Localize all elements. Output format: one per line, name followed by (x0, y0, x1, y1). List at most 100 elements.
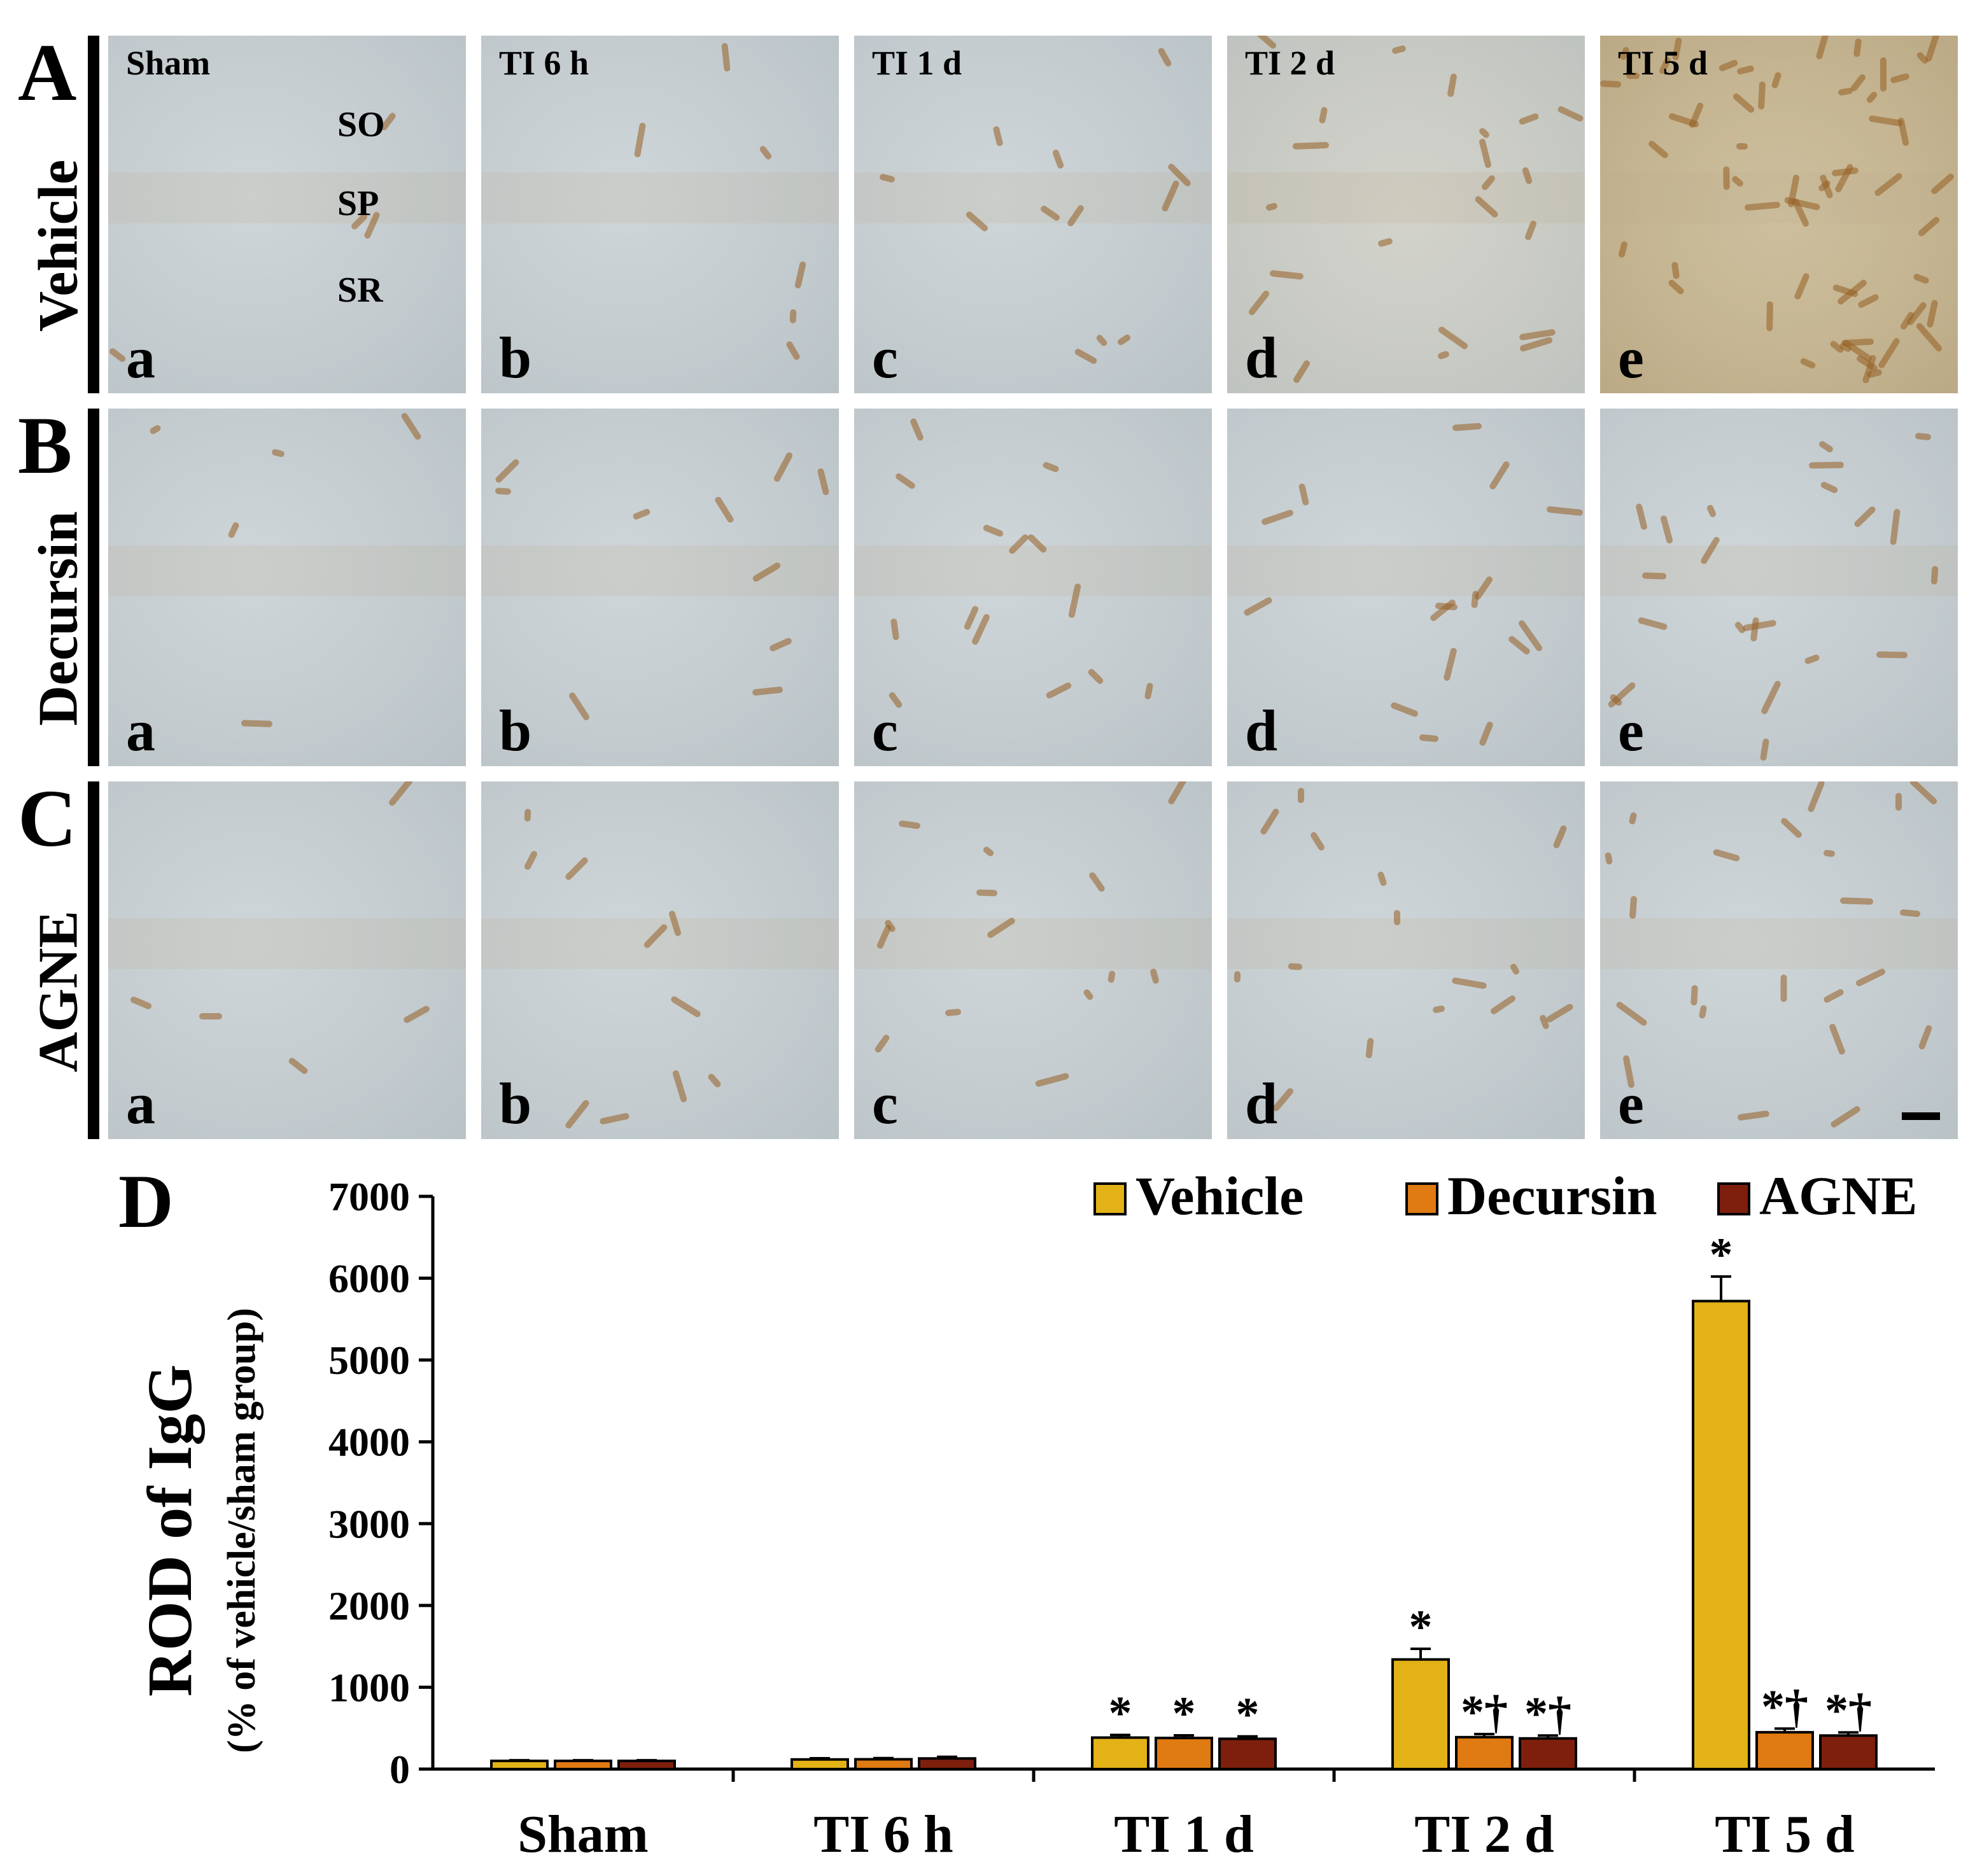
bar (854, 1758, 913, 1770)
stained-cell (524, 808, 531, 822)
row-label-agne: AGNE (27, 910, 90, 1073)
stained-cell (670, 995, 702, 1019)
stained-cell (1629, 895, 1638, 920)
legend-swatch (1717, 1182, 1750, 1215)
stained-cell (1766, 301, 1773, 332)
stained-cell (1447, 73, 1458, 98)
stained-cell (1736, 143, 1748, 150)
stained-cell (400, 412, 423, 441)
stained-cell (1292, 142, 1330, 150)
stained-cell (1095, 333, 1109, 347)
stained-cell (1167, 781, 1191, 806)
stained-cell (1806, 781, 1826, 813)
legend-label: Vehicle (1135, 1165, 1304, 1226)
bar (617, 1760, 676, 1771)
stained-cell (1269, 270, 1304, 280)
stained-cell (1690, 984, 1698, 1006)
layer-label-sp: SP (337, 184, 379, 223)
stained-cell (1149, 968, 1160, 984)
panel-letter: a (126, 325, 155, 390)
micrograph-panel: c (854, 781, 1212, 1139)
stained-cell (992, 125, 1004, 147)
stained-cell (1757, 81, 1766, 110)
stained-cell (817, 467, 830, 496)
stained-cell (388, 781, 414, 808)
stained-cell (1771, 71, 1782, 89)
stained-cell (758, 144, 773, 161)
stained-cell (1419, 734, 1439, 743)
micrograph-panel: TI 5 d e (1600, 36, 1958, 393)
stained-cell (963, 605, 980, 631)
stained-cell (794, 260, 807, 290)
stained-cell (564, 856, 589, 881)
stained-cell (1855, 967, 1887, 988)
panel-letter: e (1618, 1071, 1644, 1136)
stained-cell (1518, 112, 1540, 126)
micrograph-panel: a (108, 781, 466, 1139)
y-tick-label: 0 (390, 1747, 410, 1792)
stained-cell (1628, 811, 1638, 825)
scale-bar (1902, 1112, 1940, 1120)
stained-cell (1144, 682, 1154, 700)
row-label-decursin: Decursin (27, 511, 90, 726)
bar (1519, 1737, 1577, 1770)
pyramidal-layer-band (1600, 172, 1958, 223)
stained-cell (148, 424, 162, 435)
stained-cell (1365, 1037, 1374, 1059)
bar (1692, 1299, 1750, 1771)
panel-letter: d (1245, 698, 1278, 763)
stained-cell (1829, 1105, 1862, 1129)
micrograph-panel: e (1600, 781, 1958, 1139)
stained-cell (1432, 1005, 1445, 1014)
stained-cell (785, 340, 801, 361)
stained-cell (1804, 654, 1820, 665)
significance-mark: *† (1825, 1684, 1872, 1737)
stained-cell (1489, 994, 1517, 1016)
stained-cell (1857, 293, 1880, 309)
row-letter: C (18, 773, 77, 864)
stained-cell (599, 1112, 630, 1125)
bar (918, 1757, 976, 1770)
significance-mark: * (1109, 1687, 1132, 1739)
stained-cell (1034, 1072, 1070, 1088)
stained-cell (1877, 337, 1901, 370)
stained-cell (1712, 848, 1741, 862)
stained-cell (1823, 849, 1836, 858)
stained-cell (1760, 680, 1782, 715)
stained-cell (1292, 359, 1311, 384)
stained-cell (1865, 90, 1879, 104)
pyramidal-layer-band (108, 172, 466, 223)
stained-cell (894, 472, 917, 491)
stained-cell (1259, 807, 1281, 836)
stained-cell (1556, 105, 1585, 123)
stained-cell (1818, 440, 1834, 454)
stained-cell (1604, 851, 1613, 865)
stained-cell (1437, 325, 1469, 351)
stained-cell (1478, 720, 1494, 747)
stained-cell (1793, 272, 1811, 301)
pyramidal-layer-band (108, 918, 466, 969)
panel-letter: d (1245, 325, 1278, 390)
x-tick-label: Sham (517, 1805, 648, 1864)
panel-letter: c (872, 325, 898, 390)
stained-cell (1443, 647, 1458, 682)
bar (1155, 1737, 1213, 1771)
stained-cell (1718, 59, 1739, 73)
stained-cell (1637, 617, 1668, 631)
stained-cell (1731, 92, 1756, 115)
pyramidal-layer-band (1600, 918, 1958, 969)
micrograph-panel: b (481, 781, 839, 1139)
stained-cell (1318, 106, 1328, 124)
row-label-vehicle: Vehicle (27, 159, 90, 332)
panel-letter: c (872, 698, 898, 763)
stained-cell (898, 820, 921, 830)
stained-cell (1393, 909, 1401, 926)
stained-cell (1822, 988, 1845, 1004)
stained-cell (1899, 909, 1921, 918)
row-divider-bar (88, 781, 99, 1139)
stained-cell (909, 417, 925, 442)
stained-cell (1820, 480, 1839, 494)
stained-cell (1799, 357, 1817, 370)
pyramidal-layer-band (1227, 918, 1585, 969)
stained-cell (1839, 897, 1874, 905)
